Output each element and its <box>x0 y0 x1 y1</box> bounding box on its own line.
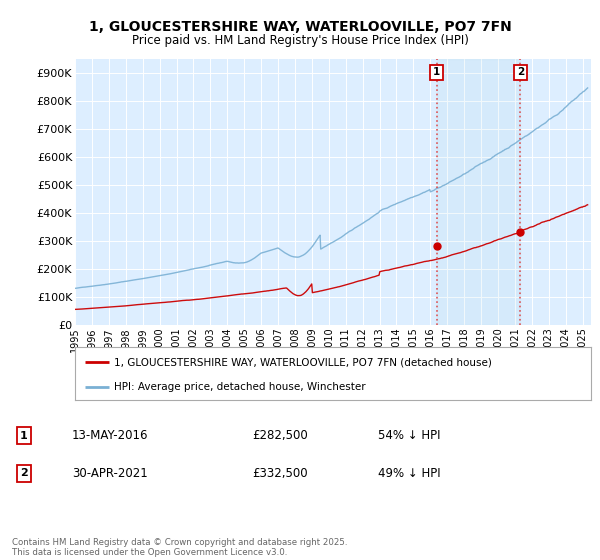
Text: 54% ↓ HPI: 54% ↓ HPI <box>378 429 440 442</box>
Text: 1: 1 <box>20 431 28 441</box>
Text: 1: 1 <box>433 67 440 77</box>
Text: £282,500: £282,500 <box>252 429 308 442</box>
Text: 2: 2 <box>20 468 28 478</box>
Text: 13-MAY-2016: 13-MAY-2016 <box>72 429 149 442</box>
Text: HPI: Average price, detached house, Winchester: HPI: Average price, detached house, Winc… <box>114 382 365 392</box>
Text: 2: 2 <box>517 67 524 77</box>
Bar <box>437 59 520 325</box>
Text: £332,500: £332,500 <box>252 466 308 480</box>
Text: 1, GLOUCESTERSHIRE WAY, WATERLOOVILLE, PO7 7FN: 1, GLOUCESTERSHIRE WAY, WATERLOOVILLE, P… <box>89 20 511 34</box>
Text: 49% ↓ HPI: 49% ↓ HPI <box>378 466 440 480</box>
Text: Contains HM Land Registry data © Crown copyright and database right 2025.
This d: Contains HM Land Registry data © Crown c… <box>12 538 347 557</box>
Text: 1, GLOUCESTERSHIRE WAY, WATERLOOVILLE, PO7 7FN (detached house): 1, GLOUCESTERSHIRE WAY, WATERLOOVILLE, P… <box>114 357 491 367</box>
Text: Price paid vs. HM Land Registry's House Price Index (HPI): Price paid vs. HM Land Registry's House … <box>131 34 469 46</box>
Text: 30-APR-2021: 30-APR-2021 <box>72 466 148 480</box>
